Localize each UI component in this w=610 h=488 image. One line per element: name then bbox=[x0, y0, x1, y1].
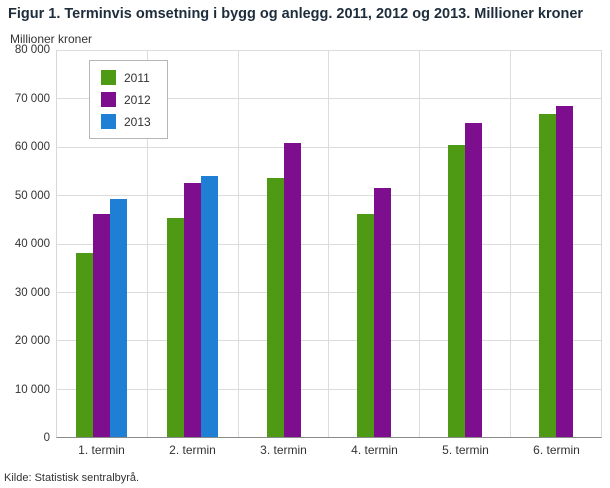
bar-2012-termin-4 bbox=[374, 188, 392, 437]
bar-groups bbox=[57, 50, 601, 437]
y-tick-label: 50 000 bbox=[14, 189, 50, 202]
legend-item-2012: 2012 bbox=[101, 92, 151, 107]
legend-swatch-icon bbox=[101, 114, 116, 129]
legend: 2011 2012 2013 bbox=[89, 60, 168, 139]
bar-2011-termin-3 bbox=[266, 178, 284, 437]
legend-label: 2013 bbox=[124, 114, 151, 129]
bar-group bbox=[328, 50, 419, 437]
legend-item-2013: 2013 bbox=[101, 114, 151, 129]
y-tick-label: 80 000 bbox=[14, 44, 50, 56]
legend-label: 2011 bbox=[124, 70, 150, 85]
page-title: Figur 1. Terminvis omsetning i bygg og a… bbox=[8, 6, 584, 22]
y-tick-label: 30 000 bbox=[14, 286, 50, 299]
bar-group bbox=[419, 50, 510, 437]
x-tick-label: 3. termin bbox=[260, 443, 307, 457]
x-tick-label: 5. termin bbox=[442, 443, 489, 457]
bar-group bbox=[146, 50, 238, 437]
legend-label: 2012 bbox=[124, 92, 151, 107]
legend-item-2011: 2011 bbox=[101, 70, 151, 85]
bar-2012-termin-5 bbox=[465, 123, 483, 437]
bar-2012-termin-6 bbox=[556, 106, 574, 437]
y-tick-label: 10 000 bbox=[14, 383, 50, 396]
bar-2012-termin-1 bbox=[93, 213, 111, 437]
legend-swatch-icon bbox=[101, 92, 116, 107]
x-tick-label: 4. termin bbox=[351, 443, 398, 457]
x-tick-label: 2. termin bbox=[169, 443, 216, 457]
bar-2011-termin-4 bbox=[357, 214, 375, 437]
bar-2011-termin-5 bbox=[448, 144, 466, 437]
y-axis-title: Millioner kroner bbox=[10, 32, 93, 46]
y-tick-label: 70 000 bbox=[14, 92, 50, 105]
bar-2011-termin-1 bbox=[76, 253, 94, 437]
legend-swatch-icon bbox=[101, 70, 116, 85]
bar-group bbox=[510, 50, 601, 437]
bar-2011-termin-2 bbox=[167, 217, 185, 437]
y-axis: 0 10 000 20 000 30 000 40 000 50 000 60 000 70 … bbox=[8, 44, 56, 444]
chart: 0 10 000 20 000 30 000 40 000 50 000 60 000 70 … bbox=[8, 44, 602, 444]
bar-2011-termin-6 bbox=[539, 114, 557, 437]
y-tick-label: 20 000 bbox=[14, 335, 50, 347]
x-tick-label: 6. termin bbox=[533, 443, 580, 457]
y-tick-label: 60 000 bbox=[14, 141, 50, 153]
y-tick-label: 0 bbox=[43, 432, 50, 444]
y-tick-label: 40 000 bbox=[14, 238, 50, 250]
x-tick-label: 1. termin bbox=[78, 443, 125, 457]
plot-area: 2011 2012 2013 bbox=[56, 50, 602, 438]
bar-2012-termin-3 bbox=[283, 143, 301, 437]
x-axis-labels: 1. termin 2. termin 3. termin 4. termin 5. t… bbox=[56, 443, 602, 457]
source-note: Kilde: Statistisk sentralbyrå. bbox=[4, 472, 140, 484]
bar-2013-termin-1 bbox=[110, 199, 128, 437]
bar-group bbox=[237, 50, 329, 437]
bar-2013-termin-2 bbox=[201, 176, 219, 437]
bar-group bbox=[57, 50, 147, 437]
bar-2012-termin-2 bbox=[184, 183, 202, 437]
